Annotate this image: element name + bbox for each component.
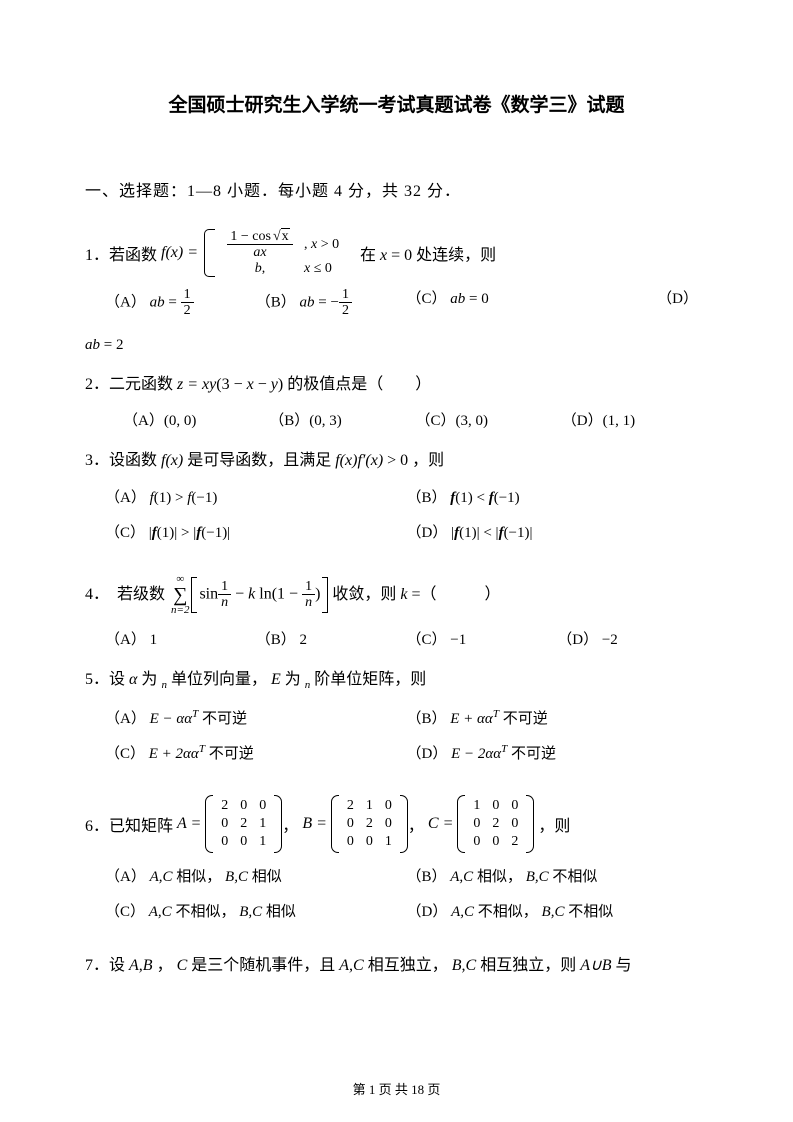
q5-opt-d: （D） E − 2ααT 不可逆 xyxy=(407,742,709,763)
matrix-b: 210020001 xyxy=(331,795,408,853)
question-5: 5．设 α 为 n 单位列向量， E 为 n 阶单位矩阵，则 xyxy=(85,667,708,695)
q1-opt-c: （C） ab = 0 xyxy=(407,287,558,319)
q5-opt-c: （C） E + 2ααT 不可逆 xyxy=(105,742,407,763)
q5-opt-b: （B） E + ααT 不可逆 xyxy=(407,707,709,728)
q1-tail: 在 x = 0 处连续，则 xyxy=(360,241,496,265)
q1-opt-d: （D） xyxy=(557,287,708,319)
q6-options: （A） A,C 相似， B,C 相似 （B） A,C 相似， B,C 不相似 （… xyxy=(85,865,708,935)
q6-opt-a: （A） A,C 相似， B,C 相似 xyxy=(105,865,407,886)
q2-options: （A）(0, 0) （B）(0, 3) （C）(3, 0) （D）(1, 1) xyxy=(85,409,708,430)
question-2: 2．二元函数 z = xy(3 − x − y) 的极值点是（ ） xyxy=(85,372,708,398)
q5-options: （A） E − ααT 不可逆 （B） E + ααT 不可逆 （C） E + … xyxy=(85,707,708,777)
question-6: 6．已知矩阵 A = 200021001 ， B = 210020001 ， C… xyxy=(85,795,708,853)
matrix-a: 200021001 xyxy=(205,795,282,853)
q4-opt-d: （D） −2 xyxy=(557,628,708,649)
q1-opt-a: （A） ab = 12 xyxy=(105,287,256,319)
q2-opt-a: （A）(0, 0) xyxy=(123,409,269,430)
question-4: 4． 若级数 ∞∑n=2 sin1n − k ln(1 − 1n) 收敛，则 k… xyxy=(85,574,708,616)
q4-options: （A） 1 （B） 2 （C） −1 （D） −2 xyxy=(85,628,708,649)
q4-lead: 4． 若级数 xyxy=(85,582,165,608)
question-1: 1．若函数 f(x) = 1 − cosxax , x > 0 b, x ≤ 0… xyxy=(85,229,708,277)
q6-lead: 6．已知矩阵 xyxy=(85,812,173,836)
matrix-c: 100020002 xyxy=(457,795,534,853)
q1-opt-b: （B） ab = −12 xyxy=(256,287,407,319)
q6-tail: ，则 xyxy=(538,812,570,836)
q4-opt-b: （B） 2 xyxy=(256,628,407,649)
section-header: 一、选择题：1—8 小题．每小题 4 分，共 32 分． xyxy=(85,177,708,201)
q3-options: （A） f(1) > f(−1) （B） f(1) < f(−1) （C） |f… xyxy=(85,486,708,556)
q1-lead: 1．若函数 xyxy=(85,241,157,265)
q4-opt-c: （C） −1 xyxy=(407,628,558,649)
q1-options: （A） ab = 12 （B） ab = −12 （C） ab = 0 （D） xyxy=(85,287,708,319)
question-7: 7．设 A,B ， C 是三个随机事件，且 A,C 相互独立， B,C 相互独立… xyxy=(85,953,708,979)
q3-opt-b: （B） f(1) < f(−1) xyxy=(407,486,709,507)
page-footer: 第 1 页 共 18 页 xyxy=(0,1079,793,1098)
q6-opt-b: （B） A,C 相似， B,C 不相似 xyxy=(407,865,709,886)
q2-opt-b: （B）(0, 3) xyxy=(269,409,415,430)
q4-tail: 收敛，则 k =（ ） xyxy=(332,582,500,608)
question-3: 3．设函数 f(x) 是可导函数，且满足 f(x)f′(x) > 0 ，则 xyxy=(85,448,708,474)
q4-opt-a: （A） 1 xyxy=(105,628,256,649)
q6-opt-d: （D） A,C 不相似， B,C 不相似 xyxy=(407,900,709,921)
q5-opt-a: （A） E − ααT 不可逆 xyxy=(105,707,407,728)
q1-opt-d-line2: ab = 2 xyxy=(85,337,708,354)
q2-opt-c: （C）(3, 0) xyxy=(416,409,562,430)
q3-opt-d: （D） |f(1)| < |f(−1)| xyxy=(407,521,709,542)
q6-opt-c: （C） A,C 不相似， B,C 相似 xyxy=(105,900,407,921)
q3-opt-a: （A） f(1) > f(−1) xyxy=(105,486,407,507)
q3-opt-c: （C） |f(1)| > |f(−1)| xyxy=(105,521,407,542)
page-title: 全国硕士研究生入学统一考试真题试卷《数学三》试题 xyxy=(85,90,708,117)
q2-opt-d: （D）(1, 1) xyxy=(562,409,708,430)
